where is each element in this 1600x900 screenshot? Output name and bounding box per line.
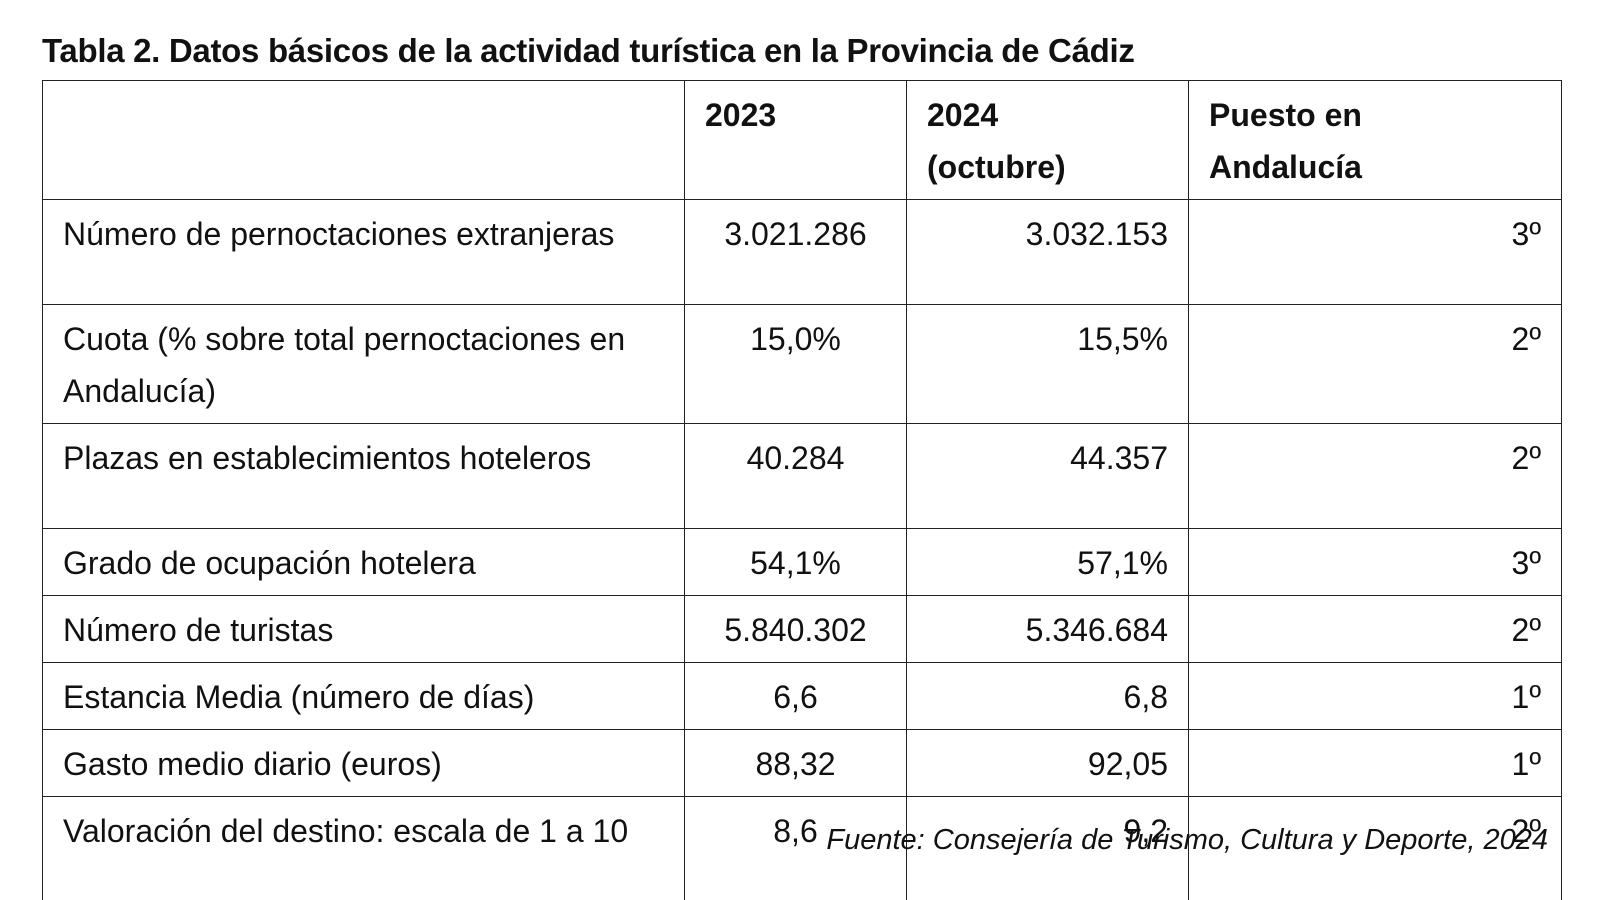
row-label: Plazas en establecimientos hoteleros bbox=[42, 423, 685, 529]
data-cell: 2º bbox=[1188, 595, 1562, 663]
data-table: 2023 2024 (octubre) Puesto en Andalucía … bbox=[42, 80, 1562, 900]
table-title: Tabla 2. Datos básicos de la actividad t… bbox=[42, 32, 1135, 69]
table-row: Número de turistas 5.840.302 5.346.684 2º bbox=[42, 595, 1562, 663]
data-cell: 6,6 bbox=[684, 662, 907, 730]
data-cell: 3º bbox=[1188, 199, 1562, 305]
data-cell: 2º bbox=[1188, 304, 1562, 424]
data-cell: 15,5% bbox=[906, 304, 1189, 424]
data-cell: 8,6 bbox=[684, 796, 907, 900]
table-row: Valoración del destino: escala de 1 a 10… bbox=[42, 796, 1562, 900]
table-row: Cuota (% sobre total pernoctaciones en A… bbox=[42, 304, 1562, 424]
source-note: Fuente: Consejería de Turismo, Cultura y… bbox=[826, 824, 1548, 856]
header-row: 2023 2024 (octubre) Puesto en Andalucía bbox=[42, 80, 1562, 200]
data-cell: 92,05 bbox=[906, 729, 1189, 797]
header-text: Puesto en Andalucía bbox=[1209, 97, 1362, 185]
header-cell: 2023 bbox=[684, 80, 907, 200]
header-cell: Puesto en Andalucía bbox=[1188, 80, 1562, 200]
data-cell: 2º bbox=[1188, 423, 1562, 529]
data-cell: 3.032.153 bbox=[906, 199, 1189, 305]
data-cell: 54,1% bbox=[684, 528, 907, 596]
data-cell: 88,32 bbox=[684, 729, 907, 797]
row-label: Grado de ocupación hotelera bbox=[42, 528, 685, 596]
header-text: 2024 (octubre) bbox=[927, 97, 1066, 185]
row-label: Valoración del destino: escala de 1 a 10 bbox=[42, 796, 685, 900]
row-label: Número de turistas bbox=[42, 595, 685, 663]
table-body: Número de pernoctaciones extranjeras 3.02… bbox=[42, 199, 1562, 900]
header-cell bbox=[42, 80, 685, 200]
data-cell: 3.021.286 bbox=[684, 199, 907, 305]
data-cell: 1º bbox=[1188, 729, 1562, 797]
row-label: Número de pernoctaciones extranjeras bbox=[42, 199, 685, 305]
table-row: Grado de ocupación hotelera 54,1% 57,1% 3º bbox=[42, 528, 1562, 596]
header-text: 2023 bbox=[705, 97, 777, 133]
data-cell: 6,8 bbox=[906, 662, 1189, 730]
data-cell: 57,1% bbox=[906, 528, 1189, 596]
data-cell: 5.346.684 bbox=[906, 595, 1189, 663]
table-head: 2023 2024 (octubre) Puesto en Andalucía bbox=[42, 80, 1562, 200]
row-label: Estancia Media (número de días) bbox=[42, 662, 685, 730]
data-cell: 2º bbox=[1188, 796, 1562, 900]
data-cell: 9,2 bbox=[906, 796, 1189, 900]
header-cell: 2024 (octubre) bbox=[906, 80, 1189, 200]
table-row: Número de pernoctaciones extranjeras 3.02… bbox=[42, 199, 1562, 305]
data-cell: 5.840.302 bbox=[684, 595, 907, 663]
table-row: Gasto medio diario (euros) 88,32 92,05 1º bbox=[42, 729, 1562, 797]
table-row: Plazas en establecimientos hoteleros 40.2… bbox=[42, 423, 1562, 529]
row-label: Cuota (% sobre total pernoctaciones en A… bbox=[42, 304, 685, 424]
data-cell: 40.284 bbox=[684, 423, 907, 529]
data-cell: 3º bbox=[1188, 528, 1562, 596]
table-row: Estancia Media (número de días) 6,6 6,8 1º bbox=[42, 662, 1562, 730]
data-cell: 1º bbox=[1188, 662, 1562, 730]
row-label: Gasto medio diario (euros) bbox=[42, 729, 685, 797]
data-cell: 44.357 bbox=[906, 423, 1189, 529]
data-cell: 15,0% bbox=[684, 304, 907, 424]
